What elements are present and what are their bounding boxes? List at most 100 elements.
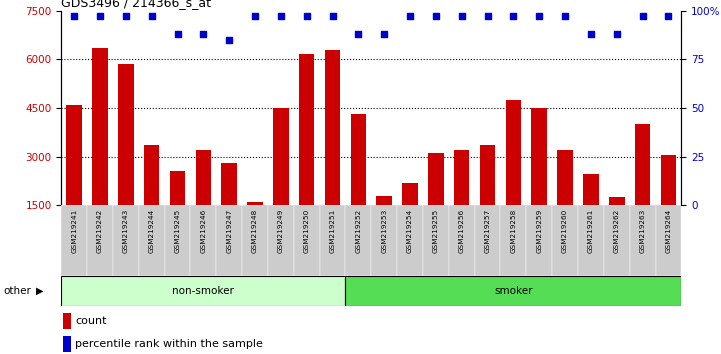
- Bar: [92, 48, 108, 254]
- Point: [611, 31, 622, 37]
- Point: [198, 31, 209, 37]
- Point: [559, 13, 571, 19]
- Point: [172, 31, 183, 37]
- Point: [430, 13, 442, 19]
- Bar: [319, 205, 345, 276]
- Point: [404, 13, 416, 19]
- Text: GSM219253: GSM219253: [381, 209, 387, 253]
- Point: [456, 13, 467, 19]
- Point: [534, 13, 545, 19]
- Text: GSM219256: GSM219256: [459, 209, 465, 253]
- Text: ▶: ▶: [36, 286, 43, 296]
- Point: [68, 13, 80, 19]
- Point: [327, 13, 338, 19]
- Text: GSM219262: GSM219262: [614, 209, 620, 253]
- Bar: [87, 205, 113, 276]
- Point: [508, 13, 519, 19]
- Text: GSM219244: GSM219244: [149, 209, 155, 253]
- Point: [120, 13, 132, 19]
- Bar: [583, 175, 598, 254]
- Bar: [454, 150, 469, 254]
- Bar: [268, 205, 293, 276]
- Bar: [350, 114, 366, 254]
- Point: [301, 13, 312, 19]
- Text: GSM219242: GSM219242: [97, 209, 103, 253]
- Point: [224, 37, 235, 43]
- Bar: [655, 205, 681, 276]
- Text: GSM219245: GSM219245: [174, 209, 180, 253]
- Text: GSM219263: GSM219263: [640, 209, 645, 253]
- Bar: [423, 205, 448, 276]
- Bar: [479, 145, 495, 254]
- Point: [353, 31, 364, 37]
- Text: non-smoker: non-smoker: [172, 286, 234, 296]
- Text: count: count: [75, 316, 107, 326]
- Point: [663, 13, 674, 19]
- Bar: [500, 205, 526, 276]
- Text: GSM219249: GSM219249: [278, 209, 284, 253]
- Bar: [247, 202, 262, 254]
- Text: GDS3496 / 214366_s_at: GDS3496 / 214366_s_at: [61, 0, 211, 10]
- Bar: [170, 171, 185, 254]
- Bar: [118, 64, 133, 254]
- Bar: [113, 205, 138, 276]
- Point: [275, 13, 287, 19]
- Text: GSM219260: GSM219260: [562, 209, 568, 253]
- Bar: [164, 205, 190, 276]
- Text: percentile rank within the sample: percentile rank within the sample: [75, 339, 263, 349]
- Text: GSM219243: GSM219243: [123, 209, 129, 253]
- Bar: [63, 313, 71, 329]
- Point: [585, 31, 597, 37]
- Text: GSM219252: GSM219252: [355, 209, 361, 253]
- Text: GSM219250: GSM219250: [304, 209, 310, 253]
- Text: GSM219259: GSM219259: [536, 209, 542, 253]
- Point: [482, 13, 493, 19]
- Text: GSM219251: GSM219251: [329, 209, 335, 253]
- Bar: [371, 205, 397, 276]
- Bar: [578, 205, 603, 276]
- Bar: [557, 150, 572, 254]
- Text: GSM219257: GSM219257: [485, 209, 490, 253]
- Bar: [397, 205, 423, 276]
- Bar: [195, 150, 211, 254]
- Bar: [138, 205, 164, 276]
- Bar: [660, 155, 676, 254]
- Bar: [428, 153, 443, 254]
- Bar: [299, 55, 314, 254]
- Bar: [293, 205, 319, 276]
- Text: GSM219254: GSM219254: [407, 209, 413, 253]
- Text: GSM219246: GSM219246: [200, 209, 206, 253]
- Point: [249, 13, 261, 19]
- Bar: [345, 276, 681, 306]
- Bar: [531, 108, 547, 254]
- Bar: [66, 105, 82, 254]
- Bar: [609, 197, 624, 254]
- Point: [146, 13, 157, 19]
- Bar: [526, 205, 552, 276]
- Point: [94, 13, 106, 19]
- Bar: [324, 50, 340, 254]
- Bar: [221, 163, 237, 254]
- Bar: [505, 100, 521, 254]
- Bar: [144, 145, 159, 254]
- Bar: [402, 183, 417, 254]
- Bar: [552, 205, 578, 276]
- Text: smoker: smoker: [494, 286, 533, 296]
- Bar: [61, 276, 345, 306]
- Point: [637, 13, 648, 19]
- Bar: [216, 205, 242, 276]
- Bar: [273, 108, 288, 254]
- Bar: [376, 195, 392, 254]
- Text: GSM219255: GSM219255: [433, 209, 439, 253]
- Text: GSM219241: GSM219241: [71, 209, 77, 253]
- Text: GSM219261: GSM219261: [588, 209, 594, 253]
- Bar: [61, 205, 87, 276]
- Bar: [474, 205, 500, 276]
- Text: GSM219264: GSM219264: [665, 209, 671, 253]
- Bar: [63, 336, 71, 352]
- Bar: [634, 124, 650, 254]
- Point: [379, 31, 390, 37]
- Bar: [242, 205, 268, 276]
- Bar: [629, 205, 655, 276]
- Text: other: other: [4, 286, 32, 296]
